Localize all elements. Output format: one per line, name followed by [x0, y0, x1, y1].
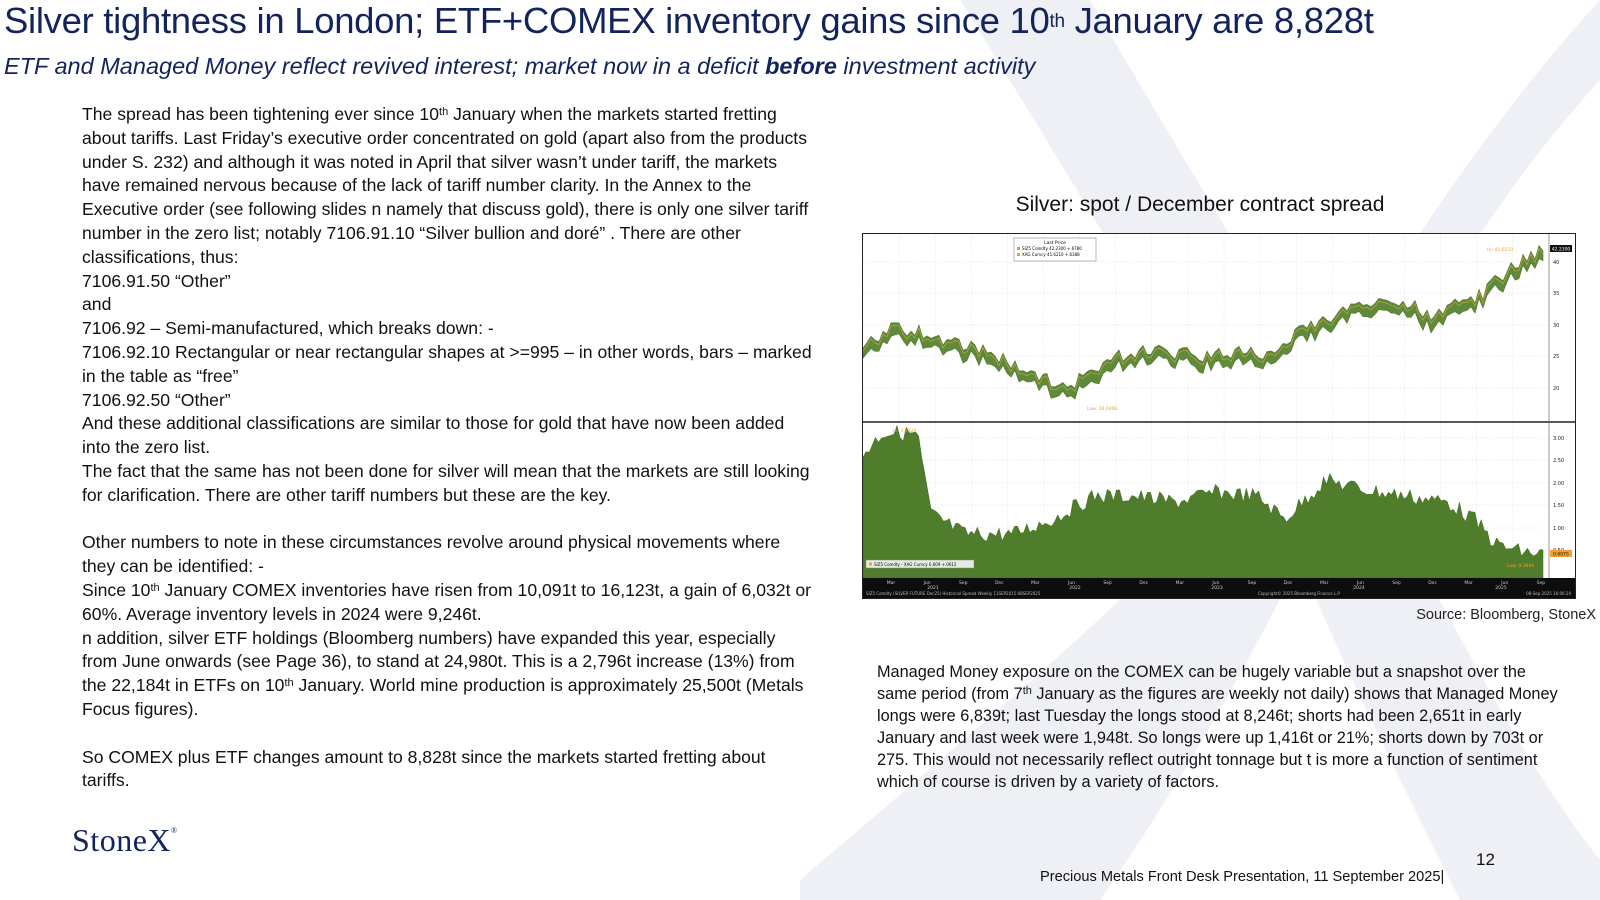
month-labels: Mar Jun Sep Dec Mar Jun Sep Dec Mar Jun Sep Dec Mar J…	[887, 580, 1546, 591]
axis-top-tick: 40	[1553, 260, 1559, 266]
slide-subtitle: ETF and Managed Money reflect revived in…	[4, 53, 1036, 79]
month-tick: Mar	[1031, 580, 1040, 586]
low-label-bottom: Low: 0.3840	[1507, 563, 1534, 569]
tariff-line-1: 7106.91.50 “Other”	[82, 270, 231, 291]
paragraph-etf: n addition, silver ETF holdings (Bloombe…	[82, 627, 804, 719]
month-tick: Jun	[923, 580, 931, 586]
tariff-line-7: The fact that the same has not been done…	[82, 460, 810, 505]
last-badge-top: 42.2300	[1552, 247, 1571, 253]
month-tick: Dec	[1428, 580, 1437, 586]
tariff-line-5: 7106.92.50 “Other”	[82, 389, 231, 410]
month-tick: Sep	[1537, 580, 1546, 586]
chart-source: Source: Bloomberg, StoneX	[1416, 607, 1596, 623]
left-body-text: The spread has been tightening ever sinc…	[82, 103, 812, 793]
right-body-text: Managed Money exposure on the COMEX can …	[877, 663, 1558, 791]
year-tick: 2022	[1069, 585, 1081, 591]
chart-footer-mid: Copyright© 2025 Bloomberg Finance L.P.	[1258, 591, 1340, 596]
tariff-line-6: And these additional classifications are…	[82, 413, 785, 458]
month-tick: Jun	[1067, 580, 1075, 586]
tariff-line-2: and	[82, 294, 112, 315]
axis-bottom-tick: 1.50	[1553, 503, 1564, 509]
tariff-line-3: 7106.92 – Semi-manufactured, which break…	[82, 318, 494, 339]
hi-label-bottom: Hi: 3.1326	[893, 428, 916, 434]
paragraph-spread: The spread has been tightening ever sinc…	[82, 104, 809, 267]
axis-top-tick: 30	[1553, 323, 1559, 329]
month-tick: Mar	[1176, 580, 1185, 586]
axis-bottom-tick: 3.00	[1553, 436, 1564, 442]
axis-bottom-tick: 2.50	[1553, 458, 1564, 464]
year-tick: 2021	[927, 585, 939, 591]
month-tick: Sep	[1248, 580, 1257, 586]
axis-bottom-tick: 1.00	[1553, 526, 1564, 532]
spread-legend: SIZ5 Comdty - XAG Curncy 0.609 +.0612	[874, 562, 957, 567]
month-tick: Dec	[995, 580, 1004, 586]
month-tick: Mar	[1464, 580, 1473, 586]
legend-xag: XAG Curncy 41.6210 +.6388	[1022, 252, 1080, 257]
footer-text: Precious Metals Front Desk Presentation,…	[1040, 869, 1445, 885]
paragraph-physical: Other numbers to note in these circumsta…	[82, 532, 781, 577]
legend-siz5: SIZ5 Comdty 42.2300 +.6780	[1022, 246, 1082, 251]
paragraph-summary: So COMEX plus ETF changes amount to 8,82…	[82, 746, 766, 791]
month-tick: Jun	[1500, 580, 1508, 586]
price-band	[863, 244, 1544, 400]
stonex-x-watermark	[800, 0, 1600, 900]
year-tick: 2023	[1211, 585, 1223, 591]
low-label-top: Low: 18.0400	[1087, 406, 1117, 412]
year-tick: 2024	[1353, 585, 1365, 591]
axis-bottom-tick: 2.00	[1553, 481, 1564, 487]
axis-top-tick: 20	[1553, 386, 1559, 392]
year-tick: 2025	[1495, 585, 1507, 591]
month-tick: Jun	[1211, 580, 1219, 586]
page-number: 12	[1476, 850, 1495, 869]
legend-title: Last Price	[1044, 240, 1066, 246]
axis-top-tick: 25	[1553, 354, 1559, 360]
month-tick: Dec	[1284, 580, 1293, 586]
last-badge-bottom: 0.6075	[1553, 552, 1569, 558]
chart-footer-right: 08-Sep-2025 16:06:29	[1526, 591, 1571, 596]
price-line	[863, 247, 1544, 392]
month-tick: Jun	[1356, 580, 1364, 586]
stonex-logo: StoneX®	[72, 822, 178, 858]
chart-legend: Last Price SIZ5 Comdty 42.2300 +.6780 XA…	[1013, 237, 1097, 262]
paragraph-comex: Since 10th January COMEX inventories hav…	[82, 579, 811, 624]
month-tick: Mar	[1320, 580, 1329, 586]
chart-footer-left: SIZ5 Comdty (SILVER FUTURE Dec25) Histor…	[866, 591, 1041, 596]
month-tick: Sep	[1392, 580, 1401, 586]
slide-title: Silver tightness in London; ETF+COMEX in…	[4, 0, 1374, 41]
month-tick: Mar	[887, 580, 896, 586]
month-tick: Dec	[1139, 580, 1148, 586]
tariff-line-4: 7106.92.10 Rectangular or near rectangul…	[82, 341, 812, 386]
month-tick: Sep	[1103, 580, 1112, 586]
chart-title: Silver: spot / December contract spread	[1015, 193, 1385, 216]
month-tick: Sep	[959, 580, 968, 586]
hi-label-top: Hi: 41.6210	[1487, 247, 1513, 253]
axis-top-tick: 35	[1553, 291, 1559, 297]
spread-area	[863, 424, 1544, 579]
